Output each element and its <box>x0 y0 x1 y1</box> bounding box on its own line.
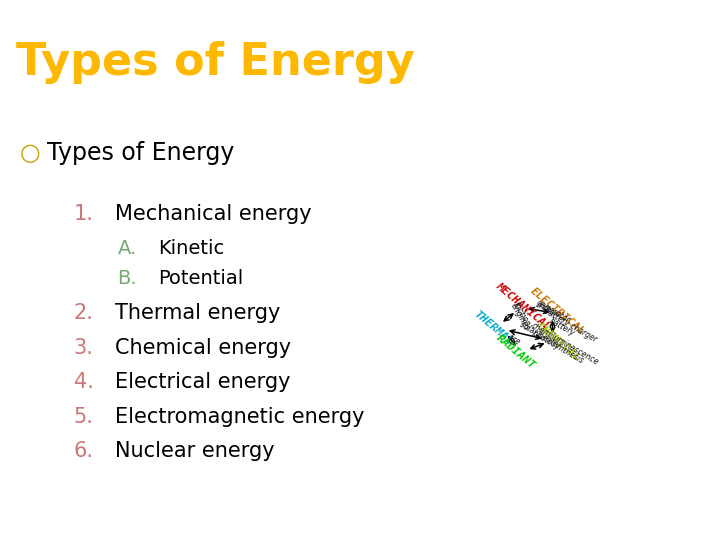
Text: Potential: Potential <box>158 269 243 288</box>
Text: CHEMICAL: CHEMICAL <box>534 321 582 363</box>
Text: THERMAL: THERMAL <box>472 309 514 347</box>
Text: ○: ○ <box>20 141 41 165</box>
Text: MECHANICAL: MECHANICAL <box>494 281 552 332</box>
Text: Kinetic: Kinetic <box>158 239 225 258</box>
Text: 5.: 5. <box>73 407 94 427</box>
Text: Mechanical energy: Mechanical energy <box>115 204 312 224</box>
Text: Electrical energy: Electrical energy <box>115 372 291 393</box>
Text: motor: motor <box>534 300 559 319</box>
Text: B.: B. <box>117 269 137 288</box>
Text: ELECTRICAL: ELECTRICAL <box>528 286 587 337</box>
Text: A.: A. <box>117 239 137 258</box>
Text: Electromagnetic energy: Electromagnetic energy <box>115 407 365 427</box>
Text: battery charger: battery charger <box>541 306 598 343</box>
Text: Chemical energy: Chemical energy <box>115 338 292 358</box>
Text: engines: engines <box>509 302 532 333</box>
Text: 6.: 6. <box>73 441 94 462</box>
Text: 3.: 3. <box>73 338 94 358</box>
Text: friction: friction <box>510 301 531 328</box>
Text: battery: battery <box>547 316 576 338</box>
Text: chemiluminescence: chemiluminescence <box>530 321 600 367</box>
Text: generator: generator <box>534 298 572 325</box>
Text: RADIANT: RADIANT <box>495 333 538 370</box>
Text: Thermal energy: Thermal energy <box>115 303 281 323</box>
Text: 1.: 1. <box>73 204 94 224</box>
Text: solar heater: solar heater <box>518 320 562 350</box>
Text: Types of Energy: Types of Energy <box>47 141 234 165</box>
Text: 4.: 4. <box>73 372 94 393</box>
Text: fire: fire <box>507 333 522 347</box>
Text: 2.: 2. <box>73 303 94 323</box>
Text: photosynthesis: photosynthesis <box>530 328 585 365</box>
Text: Nuclear energy: Nuclear energy <box>115 441 275 462</box>
Text: Types of Energy: Types of Energy <box>16 41 415 84</box>
